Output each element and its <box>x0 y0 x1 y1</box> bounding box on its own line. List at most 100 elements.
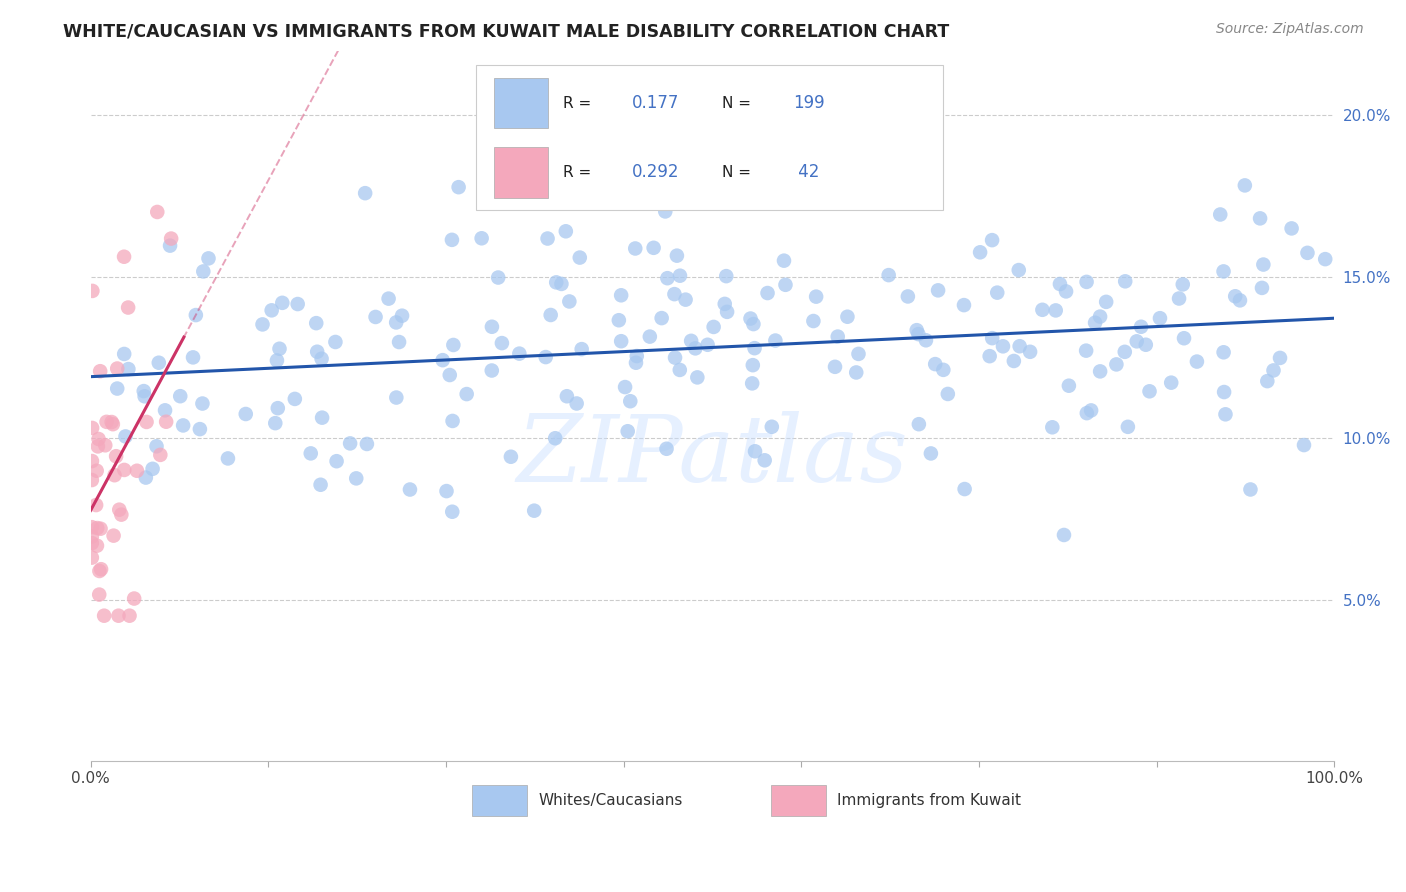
Text: R =: R = <box>564 165 596 180</box>
FancyBboxPatch shape <box>494 147 548 197</box>
Point <box>638 329 661 343</box>
Point <box>1212 264 1234 278</box>
Point <box>82 421 104 435</box>
Point <box>132 384 155 398</box>
Point <box>86 521 108 535</box>
Point <box>1031 302 1053 317</box>
Point <box>571 342 593 356</box>
Point <box>643 241 665 255</box>
Point <box>89 364 111 378</box>
Point <box>94 438 117 452</box>
Point <box>681 334 703 348</box>
Point <box>1249 211 1271 226</box>
Point <box>101 417 124 432</box>
Point <box>481 319 503 334</box>
Point <box>299 446 322 460</box>
Point <box>544 431 567 445</box>
Point <box>105 382 128 396</box>
Point <box>981 331 1004 345</box>
Point <box>897 289 920 303</box>
Point <box>1229 293 1251 308</box>
Point <box>441 505 464 519</box>
Point <box>1233 178 1256 193</box>
Point <box>1256 374 1278 388</box>
Point <box>441 338 464 352</box>
Point <box>907 327 929 342</box>
Point <box>284 392 307 406</box>
Point <box>969 245 991 260</box>
Point <box>440 233 463 247</box>
Point <box>1076 406 1098 420</box>
Point <box>149 448 172 462</box>
Point <box>86 539 108 553</box>
Point <box>197 252 219 266</box>
Text: R =: R = <box>564 95 596 111</box>
Point <box>1149 311 1171 326</box>
Point <box>742 317 765 331</box>
Point <box>1105 358 1128 372</box>
Point <box>665 249 688 263</box>
Point <box>936 387 959 401</box>
Point <box>1049 277 1071 291</box>
Point <box>191 396 214 410</box>
Point <box>845 366 868 380</box>
Point <box>716 305 738 319</box>
Point <box>803 314 825 328</box>
Point <box>112 463 135 477</box>
Point <box>260 303 283 318</box>
Point <box>491 336 513 351</box>
Point <box>145 439 167 453</box>
Text: Whites/Caucasians: Whites/Caucasians <box>538 793 683 808</box>
Point <box>824 359 846 374</box>
Point <box>1095 294 1118 309</box>
Point <box>657 271 679 285</box>
Text: WHITE/CAUCASIAN VS IMMIGRANTS FROM KUWAIT MALE DISABILITY CORRELATION CHART: WHITE/CAUCASIAN VS IMMIGRANTS FROM KUWAI… <box>63 22 949 40</box>
Point <box>271 296 294 310</box>
Point <box>1251 281 1274 295</box>
Point <box>626 349 648 363</box>
Point <box>568 251 591 265</box>
Point <box>388 334 411 349</box>
Point <box>927 283 949 297</box>
Point <box>356 437 378 451</box>
Text: ZIPatlas: ZIPatlas <box>516 410 908 500</box>
Point <box>1215 407 1237 421</box>
Point <box>1225 289 1247 303</box>
Point <box>773 253 796 268</box>
Point <box>1088 364 1111 378</box>
Point <box>1074 343 1097 358</box>
Point <box>835 181 858 195</box>
Point <box>754 453 776 467</box>
Point <box>252 318 274 332</box>
Point <box>146 205 169 219</box>
Point <box>924 357 946 371</box>
Point <box>193 264 215 278</box>
Point <box>269 342 291 356</box>
Point <box>837 310 859 324</box>
Point <box>142 462 165 476</box>
Point <box>114 429 136 443</box>
Point <box>385 391 408 405</box>
Text: 0.177: 0.177 <box>631 94 679 112</box>
Point <box>763 334 786 348</box>
Point <box>307 344 329 359</box>
Point <box>1002 354 1025 368</box>
Point <box>184 308 207 322</box>
Point <box>80 520 103 534</box>
Point <box>160 231 183 245</box>
Point <box>614 380 637 394</box>
Point <box>103 468 125 483</box>
Point <box>155 415 177 429</box>
Point <box>1253 258 1275 272</box>
Point <box>1116 420 1139 434</box>
Point <box>90 522 112 536</box>
Point <box>159 238 181 252</box>
Point <box>508 346 530 360</box>
Point <box>668 363 690 377</box>
Point <box>188 422 211 436</box>
Point <box>266 353 288 368</box>
Point <box>172 418 194 433</box>
Point <box>1053 528 1076 542</box>
Point <box>354 186 377 201</box>
Point <box>169 389 191 403</box>
